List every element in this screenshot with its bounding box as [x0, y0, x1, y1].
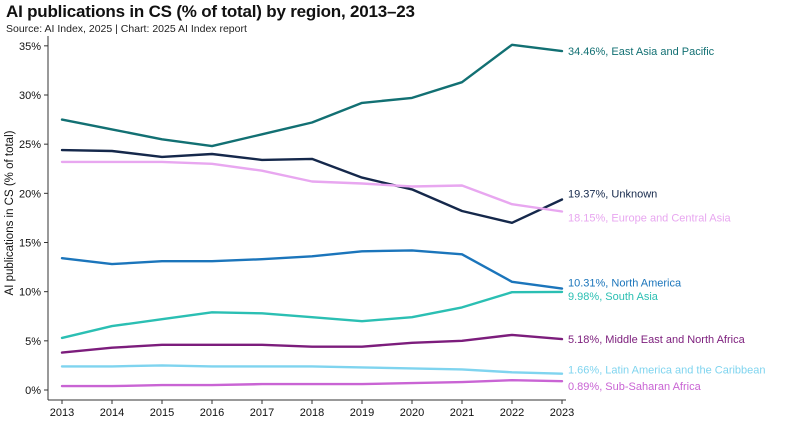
series-label-north-america: 10.31%, North America	[568, 278, 682, 290]
x-tick-label: 2016	[200, 407, 224, 419]
series-line-latin-america-and-the-caribbean	[60, 364, 564, 375]
x-tick-label: 2020	[400, 407, 424, 419]
x-tick-label: 2022	[500, 407, 524, 419]
y-axis-label: AI publications in CS (% of total)	[4, 130, 16, 295]
y-tick-label: 5%	[25, 336, 41, 348]
x-tick-label: 2019	[350, 407, 374, 419]
series-line-east-asia-and-pacific	[60, 43, 564, 148]
y-tick-label: 35%	[19, 41, 41, 53]
x-tick-label: 2014	[100, 407, 124, 419]
series-label-south-asia: 9.98%, South Asia	[568, 291, 659, 303]
chart-title: AI publications in CS (% of total) by re…	[6, 2, 415, 21]
series-label-europe-and-central-asia: 18.15%, Europe and Central Asia	[568, 213, 732, 225]
x-tick-label: 2023	[550, 407, 574, 419]
series-label-latin-america-and-the-caribbean: 1.66%, Latin America and the Caribbean	[568, 365, 766, 377]
chart-source: Source: AI Index, 2025 | Chart: 2025 AI …	[6, 23, 247, 35]
y-tick-label: 10%	[19, 287, 41, 299]
series-line-sub-saharan-africa	[60, 379, 564, 388]
series-line-unknown	[60, 148, 564, 225]
series-label-sub-saharan-africa: 0.89%, Sub-Saharan Africa	[568, 381, 702, 393]
series-line-south-asia	[60, 290, 564, 340]
series-label-east-asia-and-pacific: 34.46%, East Asia and Pacific	[568, 46, 715, 58]
x-tick-label: 2015	[150, 407, 174, 419]
series-label-middle-east-and-north-africa: 5.18%, Middle East and North Africa	[568, 334, 746, 346]
series-line-europe-and-central-asia	[60, 160, 564, 213]
x-tick-label: 2017	[250, 407, 274, 419]
series-line-north-america	[60, 249, 564, 290]
y-tick-label: 15%	[19, 238, 41, 250]
series-line-middle-east-and-north-africa	[60, 333, 564, 354]
y-tick-label: 30%	[19, 90, 41, 102]
x-tick-label: 2021	[450, 407, 474, 419]
x-tick-label: 2013	[50, 407, 74, 419]
x-tick-label: 2018	[300, 407, 324, 419]
y-tick-label: 20%	[19, 188, 41, 200]
y-tick-label: 0%	[25, 385, 41, 397]
series-label-unknown: 19.37%, Unknown	[568, 189, 657, 201]
y-tick-label: 25%	[19, 139, 41, 151]
